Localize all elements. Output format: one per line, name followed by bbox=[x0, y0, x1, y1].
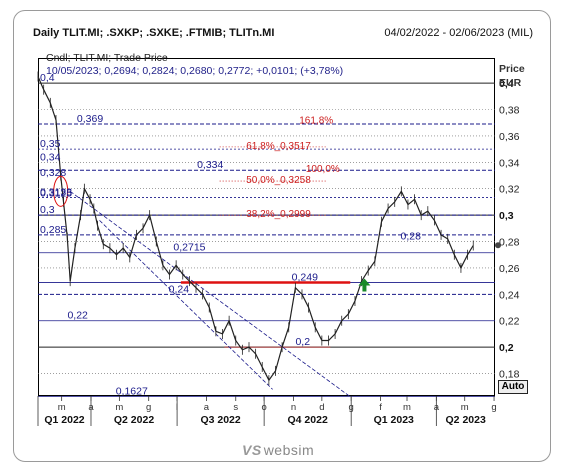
info-line-instrument: Cndl; TLIT.MI; Trade Price bbox=[46, 52, 168, 64]
y-tick-label: 0,18 bbox=[499, 369, 520, 381]
level-label: 0,3 bbox=[40, 204, 55, 216]
chart-title: Daily TLIT.MI; .SXKP; .SXKE; .FTMIB; TLI… bbox=[33, 27, 275, 39]
x-month-label: s bbox=[233, 402, 238, 413]
y-tick-label: 0,26 bbox=[499, 263, 520, 275]
level-label: 0,249 bbox=[292, 271, 318, 283]
x-month-label: m bbox=[58, 402, 66, 413]
y-tick-label: 0,2 bbox=[499, 342, 514, 354]
x-month-label: a bbox=[204, 402, 210, 413]
fib-label: 100,0% bbox=[306, 164, 340, 175]
x-month-label: f bbox=[379, 402, 382, 413]
level-label: 0,369 bbox=[77, 113, 103, 125]
y-tick-label: 0,24 bbox=[499, 289, 520, 301]
websim-logo: VS websim bbox=[242, 442, 315, 458]
x-quarter-label: Q4 2022 bbox=[288, 414, 328, 426]
y-tick-label: 0,28 bbox=[499, 237, 520, 249]
y-axis-title: Price EUR bbox=[499, 62, 525, 90]
x-month-label: d bbox=[319, 402, 324, 413]
fib-label: 161,8% bbox=[299, 115, 333, 126]
price-series-line bbox=[37, 76, 474, 382]
x-month-label: g bbox=[491, 402, 496, 413]
level-label: 0,334 bbox=[197, 159, 223, 171]
level-label: 0,24 bbox=[169, 283, 190, 295]
y-tick-label: 0,3 bbox=[499, 210, 514, 222]
level-label: 0,28 bbox=[400, 231, 421, 243]
channel-line-lower bbox=[99, 220, 273, 390]
x-month-label: g bbox=[146, 402, 151, 413]
level-label: 0,4 bbox=[40, 72, 55, 84]
x-quarter-label: Q3 2022 bbox=[200, 414, 240, 426]
level-label: 0,328 bbox=[40, 167, 66, 179]
level-label: 0,285 bbox=[40, 224, 66, 236]
fib-label: 38,2%_0,2999 bbox=[246, 209, 311, 220]
level-label: 0,3133 bbox=[40, 187, 72, 199]
current-price-marker bbox=[495, 242, 501, 249]
level-label: 0,22 bbox=[67, 310, 88, 322]
x-month-label: n bbox=[291, 402, 296, 413]
level-label: 0,2 bbox=[295, 336, 310, 348]
y-tick-label: 0,36 bbox=[499, 131, 520, 143]
channel-line-upper bbox=[69, 191, 350, 397]
level-label: 0,3125 bbox=[40, 188, 72, 200]
y-tick-label: 0,4 bbox=[499, 78, 514, 90]
buy-arrow-icon bbox=[358, 278, 371, 292]
x-quarter-label: Q1 2022 bbox=[44, 414, 84, 426]
plot-area[interactable] bbox=[38, 58, 495, 396]
y-tick-label: 0,34 bbox=[499, 157, 520, 169]
x-quarter-label: Q2 2023 bbox=[446, 414, 486, 426]
level-label: 0,2715 bbox=[173, 242, 205, 254]
x-quarter-label: Q2 2022 bbox=[114, 414, 154, 426]
y-axis-title-price: Price bbox=[499, 63, 525, 75]
info-line-ohlc: 10/05/2023; 0,2694; 0,2824; 0,2680; 0,27… bbox=[46, 65, 344, 77]
x-month-label: m bbox=[115, 402, 123, 413]
level-label: 0,35 bbox=[40, 138, 61, 150]
x-month-label: m bbox=[403, 402, 411, 413]
highlight-circle bbox=[53, 175, 69, 207]
auto-scale-button[interactable]: Auto bbox=[498, 380, 528, 394]
date-range: 04/02/2022 - 02/06/2023 (MIL) bbox=[384, 27, 533, 39]
x-quarter-label: Q1 2023 bbox=[374, 414, 414, 426]
fib-label: 50,0%_0,3258 bbox=[246, 175, 311, 186]
y-tick-label: 0,38 bbox=[499, 104, 520, 116]
level-label: 0,34 bbox=[40, 151, 61, 163]
x-month-label: m bbox=[461, 402, 469, 413]
y-tick-label: 0,22 bbox=[499, 316, 520, 328]
level-label: 0,1627 bbox=[116, 385, 148, 397]
fib-label: 61,8%_0,3517 bbox=[246, 141, 311, 152]
y-tick-label: 0,32 bbox=[499, 184, 520, 196]
y-axis-title-currency: EUR bbox=[499, 77, 522, 89]
